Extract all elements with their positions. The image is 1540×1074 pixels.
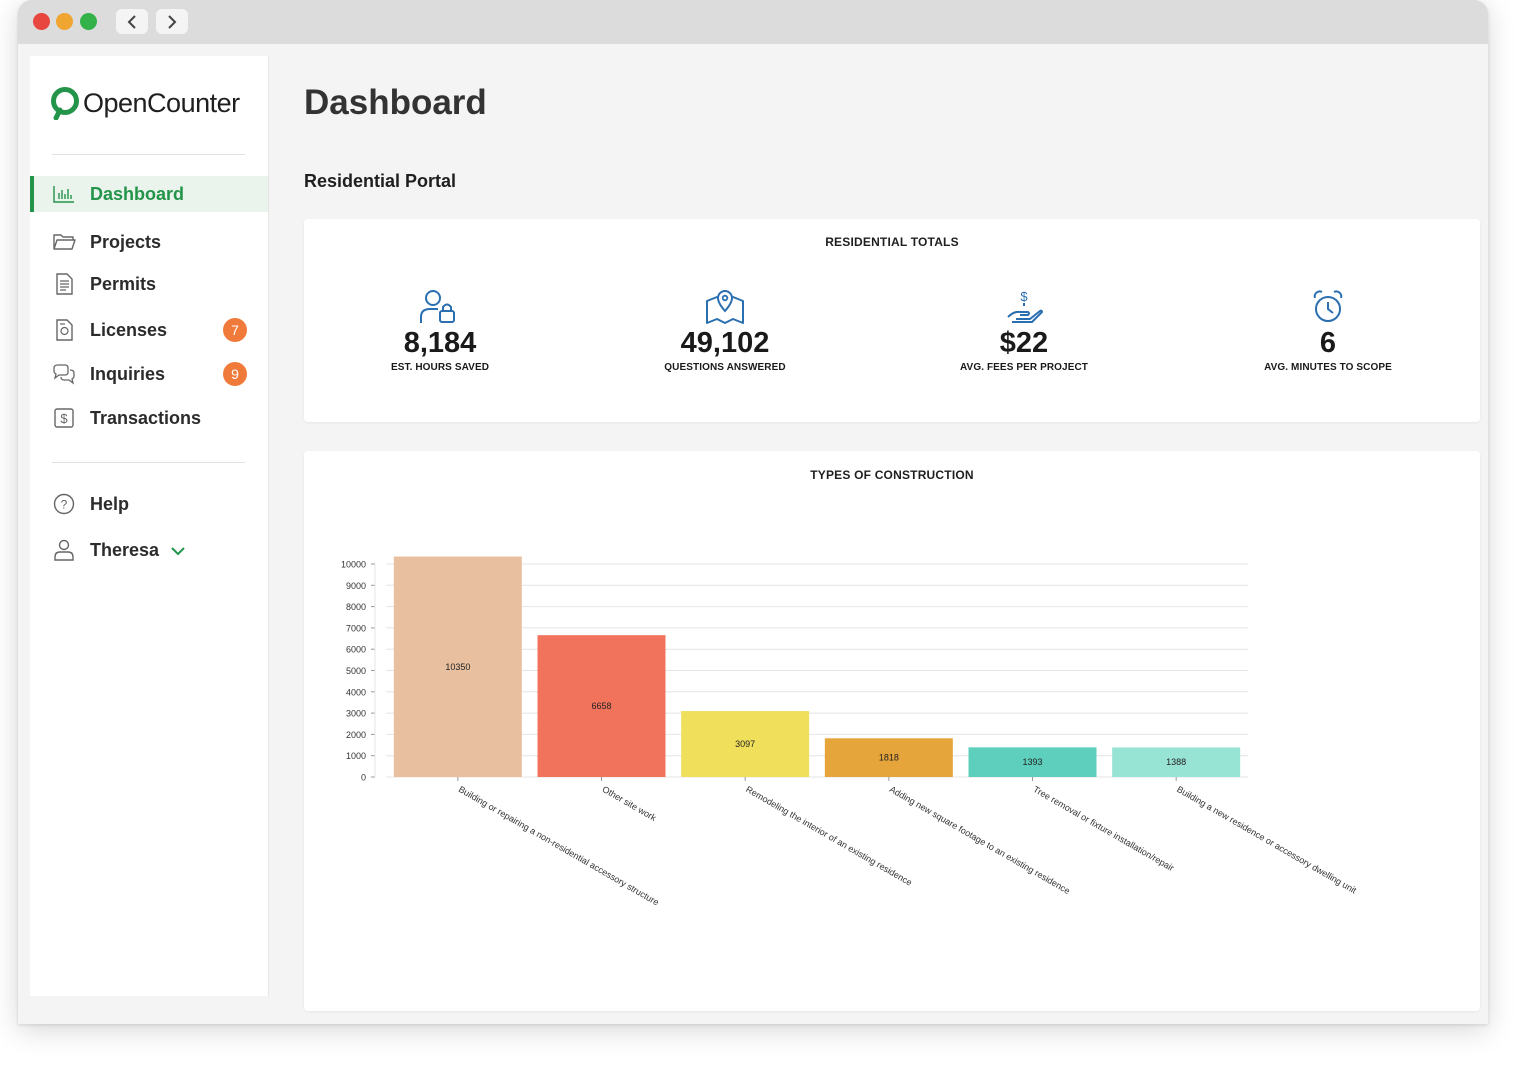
chat-icon bbox=[53, 364, 75, 385]
bar-value-label: 6658 bbox=[591, 701, 611, 711]
card-title: RESIDENTIAL TOTALS bbox=[825, 235, 959, 249]
bar bbox=[393, 556, 522, 777]
help-icon: ? bbox=[53, 493, 75, 515]
bar bbox=[681, 711, 810, 777]
user-menu[interactable]: Theresa bbox=[30, 532, 268, 568]
bar-chart-icon bbox=[53, 186, 74, 203]
y-tick-label: 6000 bbox=[346, 645, 366, 655]
y-tick-label: 10000 bbox=[341, 560, 366, 570]
opencounter-logo-icon bbox=[51, 87, 79, 120]
hand-dollar-icon: $ bbox=[1007, 289, 1043, 323]
bar-value-label: 3097 bbox=[735, 739, 755, 749]
browser-window: OpenCounter Dashboard Projects Permits bbox=[18, 0, 1488, 1024]
stat-value: 6 bbox=[1319, 327, 1337, 359]
residential-totals-card: RESIDENTIAL TOTALS 8,184 EST. HOURS SAVE… bbox=[304, 219, 1480, 422]
x-tick-label: Tree removal or fixture installation/rep… bbox=[1032, 784, 1176, 873]
dollar-icon: $ bbox=[54, 408, 74, 428]
close-window-button[interactable] bbox=[33, 13, 50, 30]
alarm-clock-icon bbox=[1313, 290, 1343, 322]
title-bar bbox=[18, 0, 1488, 44]
sidebar-item-projects[interactable]: Projects bbox=[30, 224, 268, 260]
chart-title: TYPES OF CONSTRUCTION bbox=[810, 468, 974, 482]
y-tick-label: 9000 bbox=[346, 581, 366, 591]
app-logo[interactable]: OpenCounter bbox=[50, 86, 240, 120]
stat-value: $22 bbox=[999, 327, 1049, 359]
sidebar-item-inquiries[interactable]: Inquiries 9 bbox=[30, 356, 268, 392]
sidebar-item-label: Projects bbox=[90, 231, 162, 252]
x-tick-label: Remodeling the interior of an existing r… bbox=[744, 784, 914, 888]
types-of-construction-card: TYPES OF CONSTRUCTION 0 1000 2000 3000 4000 5… bbox=[304, 451, 1480, 1011]
users-lock-icon bbox=[420, 290, 455, 323]
back-button[interactable] bbox=[116, 9, 148, 34]
maximize-window-button[interactable] bbox=[80, 13, 97, 30]
sidebar-item-licenses[interactable]: Licenses 7 bbox=[30, 312, 268, 348]
svg-text:?: ? bbox=[61, 498, 68, 512]
sidebar-item-permits[interactable]: Permits bbox=[30, 266, 268, 302]
sidebar-item-transactions[interactable]: $ Transactions bbox=[30, 400, 268, 436]
svg-text:$: $ bbox=[1020, 289, 1028, 304]
bar-value-label: 10350 bbox=[445, 662, 470, 672]
license-icon bbox=[56, 319, 73, 341]
user-icon bbox=[54, 539, 74, 561]
map-pin-icon bbox=[706, 290, 744, 324]
y-tick-label: 5000 bbox=[346, 666, 366, 676]
y-tick-label: 8000 bbox=[346, 602, 366, 612]
stat-hours-saved: 8,184 EST. HOURS SAVED bbox=[330, 289, 550, 373]
stat-label: AVG. FEES PER PROJECT bbox=[959, 362, 1089, 373]
bar bbox=[824, 738, 953, 777]
app-name: OpenCounter bbox=[83, 87, 240, 118]
stat-minutes-to-scope: 6 AVG. MINUTES TO SCOPE bbox=[1218, 289, 1438, 373]
y-tick-label: 4000 bbox=[346, 687, 366, 697]
bar-value-label: 1388 bbox=[1166, 757, 1186, 767]
sidebar-item-label: Inquiries bbox=[90, 363, 166, 384]
y-tick-label: 2000 bbox=[346, 730, 366, 740]
sidebar-item-dashboard[interactable]: Dashboard bbox=[30, 176, 268, 212]
sidebar-item-label: Transactions bbox=[90, 407, 202, 428]
stat-value: 49,102 bbox=[680, 327, 770, 359]
bar-value-label: 1818 bbox=[879, 753, 899, 763]
construction-bar-chart: 0 1000 2000 3000 4000 5000 6000 7000 8000 9000 100… bbox=[341, 556, 1359, 908]
stat-label: QUESTIONS ANSWERED bbox=[664, 362, 786, 373]
stat-questions-answered: 49,102 QUESTIONS ANSWERED bbox=[615, 289, 835, 373]
x-tick-label: Adding new square footage to an existing… bbox=[888, 784, 1072, 896]
y-tick-label: 0 bbox=[361, 773, 366, 783]
sidebar-item-help[interactable]: ? Help bbox=[30, 486, 268, 522]
bar bbox=[537, 635, 666, 777]
divider bbox=[52, 154, 245, 155]
divider bbox=[52, 462, 245, 463]
sidebar-item-label: Dashboard bbox=[90, 183, 185, 204]
y-tick-label: 1000 bbox=[346, 751, 366, 761]
stat-avg-fees: $ $22 AVG. FEES PER PROJECT bbox=[914, 289, 1134, 373]
sidebar-item-label: Help bbox=[90, 493, 130, 514]
bar bbox=[1112, 747, 1241, 777]
sidebar: OpenCounter Dashboard Projects Permits bbox=[30, 56, 269, 996]
chevron-left-icon bbox=[127, 14, 136, 29]
page-title: Dashboard bbox=[304, 83, 487, 122]
chevron-down-icon[interactable] bbox=[170, 545, 186, 557]
chevron-right-icon bbox=[168, 14, 177, 29]
user-name: Theresa bbox=[90, 539, 160, 560]
stat-label: AVG. MINUTES TO SCOPE bbox=[1264, 362, 1392, 373]
bar-value-label: 1393 bbox=[1022, 757, 1042, 767]
x-tick-label: Building a new residence or accessory dw… bbox=[1175, 784, 1358, 896]
sidebar-item-label: Permits bbox=[90, 273, 157, 294]
stat-label: EST. HOURS SAVED bbox=[390, 362, 490, 373]
minimize-window-button[interactable] bbox=[56, 13, 73, 30]
folder-icon bbox=[53, 234, 76, 250]
bar bbox=[968, 747, 1097, 777]
x-tick-label: Other site work bbox=[601, 784, 659, 823]
stat-value: 8,184 bbox=[403, 327, 477, 359]
y-tick-label: 7000 bbox=[346, 623, 366, 633]
svg-text:$: $ bbox=[60, 411, 68, 426]
sidebar-item-label: Licenses bbox=[90, 319, 168, 340]
notification-badge: 7 bbox=[223, 318, 247, 342]
y-tick-label: 3000 bbox=[346, 709, 366, 719]
notification-badge: 9 bbox=[223, 362, 247, 386]
forward-button[interactable] bbox=[156, 9, 188, 34]
portal-title: Residential Portal bbox=[304, 171, 457, 191]
document-icon bbox=[56, 273, 73, 295]
